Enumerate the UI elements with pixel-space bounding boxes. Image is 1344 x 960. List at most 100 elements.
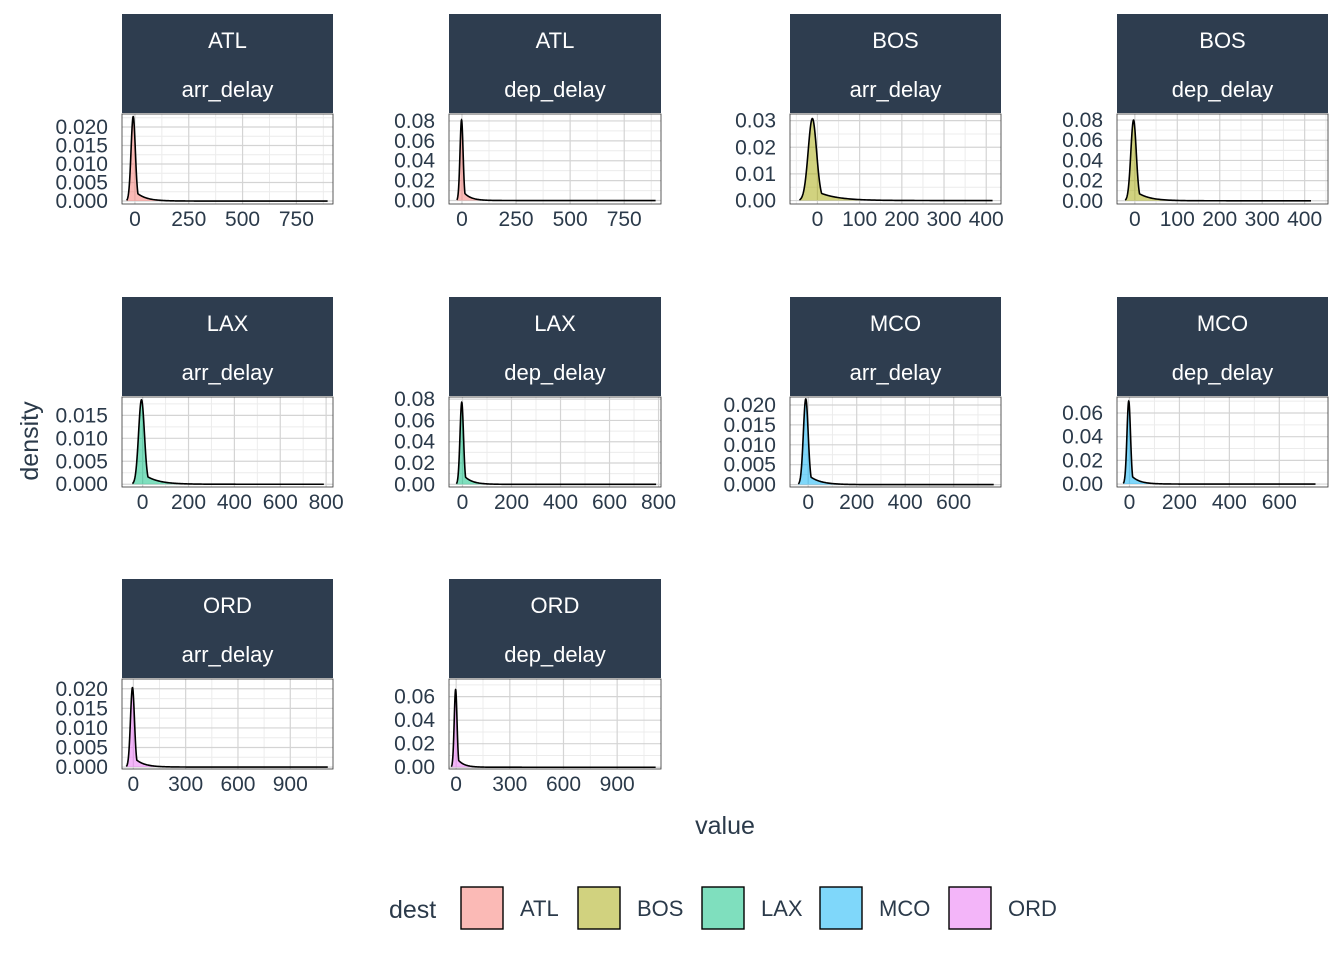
density-line-ord: [450, 688, 656, 769]
legend-label: BOS: [637, 896, 683, 921]
density-line-lax: [131, 398, 324, 486]
facet-bos-arr-delay: BOS arr_delay 0 100 200 300 400 0.00 0.01 0.02 0.0…: [735, 14, 1004, 231]
x-tick-label: 250: [499, 208, 534, 231]
y-tick-label: 0.000: [55, 756, 108, 779]
x-tick-label: 750: [279, 208, 314, 231]
y-tick-label: 0.005: [55, 172, 108, 195]
x-tick-label: 400: [969, 208, 1004, 231]
x-tick-label: 300: [492, 773, 527, 796]
y-tick-label: 0.015: [55, 404, 108, 427]
facet-strip-variable-label: dep_delay: [504, 77, 606, 102]
y-tick-label: 0.020: [55, 678, 108, 701]
x-tick-label: 0: [456, 208, 468, 231]
y-tick-label: 0.010: [55, 427, 108, 450]
panel-background: [449, 679, 661, 769]
x-tick-label: 0: [450, 773, 462, 796]
x-tick-label: 0: [1129, 208, 1141, 231]
y-tick-label: 0.04: [394, 150, 435, 173]
y-tick-label: 0.04: [1062, 426, 1103, 449]
x-tick-label: 600: [220, 773, 255, 796]
panel-background: [1117, 114, 1328, 204]
x-tick-label: 400: [1287, 208, 1322, 231]
facet-strip-variable-label: arr_delay: [850, 360, 942, 385]
legend: dest ATL BOS LAX MCO ORD: [389, 886, 1057, 930]
x-tick-label: 600: [546, 773, 581, 796]
panel-border: [448, 113, 662, 205]
y-tick-label: 0.08: [394, 388, 435, 411]
x-tick-label: 0: [812, 208, 824, 231]
density-line-bos: [798, 117, 993, 202]
x-tick-label: 200: [839, 491, 874, 514]
density-line-atl: [456, 118, 656, 202]
legend-key-swatch: [701, 886, 745, 930]
panel-border: [1116, 396, 1329, 488]
panel-border: [789, 113, 1002, 205]
y-tick-label: 0.020: [723, 394, 776, 417]
facet-strip-variable-label: arr_delay: [850, 77, 942, 102]
x-tick-label: 200: [884, 208, 919, 231]
x-tick-label: 500: [225, 208, 260, 231]
y-tick-label: 0.00: [1062, 190, 1103, 213]
y-tick-label: 0.03: [735, 110, 776, 133]
x-tick-label: 800: [309, 491, 344, 514]
legend-key-swatch: [948, 886, 992, 930]
panel-background: [122, 679, 333, 769]
panel-border: [1116, 113, 1329, 205]
facet-strip-dest-label: ATL: [208, 28, 247, 53]
x-tick-label: 400: [543, 491, 578, 514]
legend-key-swatch: [460, 886, 504, 930]
density-area-bos: [799, 118, 993, 201]
density-line-mco: [797, 398, 994, 486]
y-tick-label: 0.02: [394, 170, 435, 193]
x-tick-label: 900: [600, 773, 635, 796]
panel-border: [121, 396, 334, 488]
facet-mco-dep-delay: MCO dep_delay 0 200 400 600 0.000.020.040.06: [1062, 297, 1329, 514]
facet-atl-dep-delay: ATL dep_delay 0 250 500 750 0.000.020.040.060.…: [394, 14, 662, 231]
facet-strip: [449, 14, 661, 113]
y-tick-label: 0.00: [735, 190, 776, 213]
panel-border: [448, 396, 662, 488]
facet-strip-dest-label: LAX: [207, 311, 249, 336]
y-tick-label: 0.08: [1062, 109, 1103, 132]
facet-strip-dest-label: BOS: [872, 28, 918, 53]
y-tick-label: 0.015: [55, 134, 108, 157]
y-tick-label: 0.02: [735, 136, 776, 159]
facet-strip: [449, 579, 661, 678]
x-tick-label: 0: [1124, 491, 1136, 514]
facet-strip: [790, 14, 1001, 113]
panel-border: [121, 678, 334, 770]
x-tick-label: 200: [494, 491, 529, 514]
y-tick-label: 0.06: [394, 130, 435, 153]
facet-strip-variable-label: dep_delay: [1172, 360, 1274, 385]
legend-entry-atl: ATL: [460, 886, 559, 930]
density-line-mco: [1122, 399, 1316, 485]
y-tick-label: 0.04: [394, 709, 435, 732]
legend-label: ORD: [1008, 896, 1057, 921]
x-tick-label: 200: [171, 491, 206, 514]
x-tick-label: 300: [168, 773, 203, 796]
x-tick-label: 600: [1262, 491, 1297, 514]
facet-strip-dest-label: MCO: [1197, 311, 1248, 336]
x-tick-label: 800: [641, 491, 676, 514]
facet-strip-variable-label: arr_delay: [182, 77, 274, 102]
panel-background: [449, 114, 661, 204]
panel-border: [789, 396, 1002, 488]
facet-strip-dest-label: ORD: [203, 593, 252, 618]
x-tick-label: 100: [1160, 208, 1195, 231]
density-line-ord: [125, 686, 328, 768]
x-tick-label: 400: [217, 491, 252, 514]
y-tick-label: 0.005: [55, 736, 108, 759]
facet-strip-variable-label: dep_delay: [504, 642, 606, 667]
facet-strip: [122, 297, 333, 396]
y-tick-label: 0.01: [735, 163, 776, 186]
y-tick-label: 0.015: [723, 414, 776, 437]
x-tick-label: 900: [273, 773, 308, 796]
facet-strip-variable-label: dep_delay: [504, 360, 606, 385]
y-tick-label: 0.000: [55, 190, 108, 213]
density-line-lax: [455, 400, 657, 486]
y-tick-label: 0.00: [1062, 473, 1103, 496]
y-tick-label: 0.00: [394, 756, 435, 779]
